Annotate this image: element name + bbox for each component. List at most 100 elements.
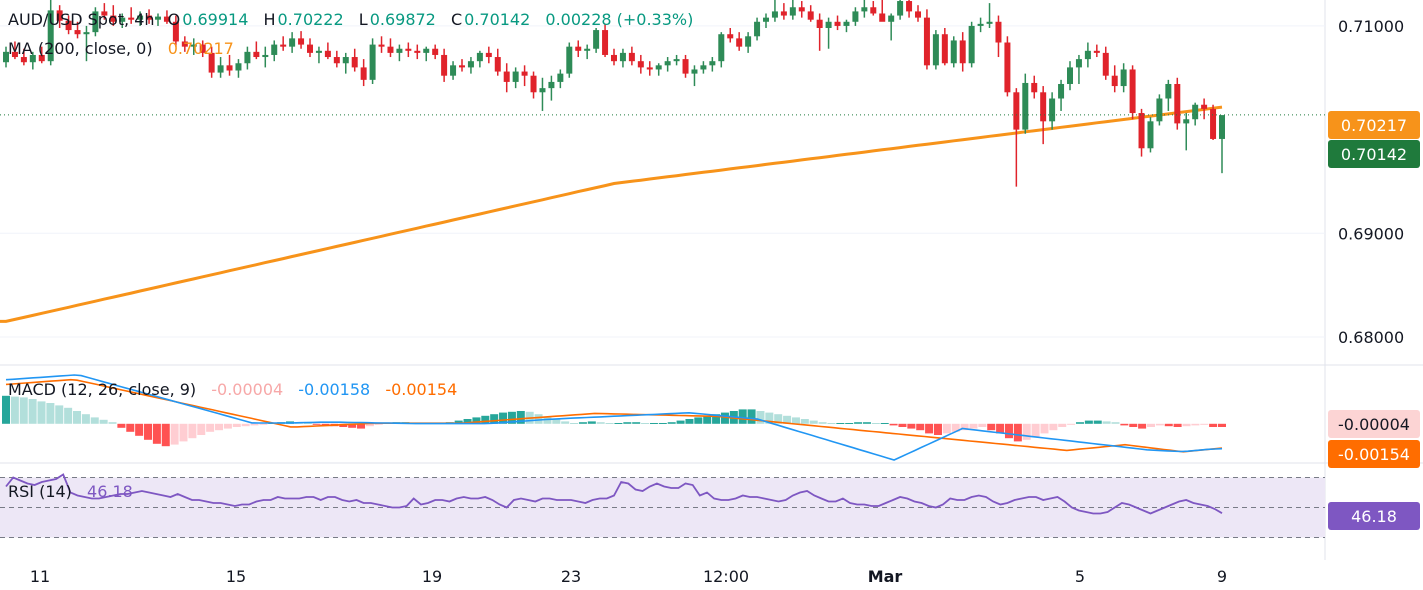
candle [101, 3, 108, 20]
candle [190, 38, 197, 55]
macd-hist-bar [135, 423, 144, 436]
macd-hist-bar [516, 410, 525, 424]
candle [1004, 36, 1011, 97]
candle-body [1040, 92, 1047, 122]
candle-body [432, 48, 439, 55]
candle [181, 36, 188, 52]
ma-legend-value: 0.70217 [167, 39, 234, 58]
candle [47, 0, 54, 66]
candle [566, 42, 573, 78]
macd-hist-bar [1138, 423, 1147, 429]
macd-hist-bar [1173, 423, 1182, 427]
macd-hist-bar [259, 423, 268, 425]
candle-body [307, 44, 313, 53]
macd-hist-bar [55, 405, 64, 424]
candle-body [155, 16, 161, 20]
macd-hist-bar [578, 422, 587, 424]
candle [476, 50, 483, 68]
candle-body [405, 48, 412, 51]
candle-body [467, 61, 474, 68]
candle-body [181, 41, 188, 47]
candle-body [450, 65, 457, 76]
candle-body [575, 46, 582, 51]
candle-body [360, 67, 367, 80]
macd-hist-bar [1075, 422, 1084, 424]
candle [816, 13, 823, 51]
candle [351, 48, 358, 72]
candle [557, 69, 564, 89]
macd-hist-bar [1200, 423, 1209, 425]
candle [3, 46, 9, 68]
rsi-legend: RSI (14) 46.18 [8, 482, 135, 501]
candle-body [780, 11, 787, 16]
macd-hist-bar [827, 422, 836, 424]
candle [879, 0, 886, 22]
candle [950, 36, 957, 68]
macd-hist-bar [90, 417, 99, 424]
close-price-tag: 0.70142 [1328, 140, 1420, 168]
candle [539, 77, 546, 111]
x-tick-label: 15 [226, 567, 246, 586]
candle [155, 13, 161, 26]
candle-body [861, 7, 868, 12]
macd-hist-bar [933, 423, 942, 435]
candle [432, 44, 439, 60]
candle [628, 46, 635, 66]
candle-body [986, 21, 993, 24]
rsi-legend-label: RSI (14) [8, 482, 72, 501]
candle [369, 38, 376, 84]
candle [655, 63, 662, 76]
candle [1049, 92, 1056, 130]
candle-body [834, 21, 841, 26]
candle-body [119, 17, 126, 22]
candle [450, 61, 457, 80]
macd-hist-bar [10, 396, 19, 424]
candle-body [333, 57, 340, 64]
macd-hist-bar [809, 420, 818, 424]
candle [56, 5, 63, 28]
candle-body [1192, 104, 1199, 120]
candle [467, 57, 474, 74]
macd-hist-bar [19, 397, 28, 424]
candle [74, 21, 81, 39]
candle [1138, 108, 1145, 157]
candle [360, 59, 367, 87]
macd-legend-signal: -0.00154 [385, 380, 458, 399]
candle [29, 51, 36, 70]
macd-signal-line [5, 378, 1223, 453]
macd-hist-bar [1084, 420, 1093, 424]
macd-hist-bar [348, 423, 357, 428]
candle [745, 32, 752, 53]
candle-body [995, 21, 1002, 43]
candle-body [315, 50, 322, 53]
candle [798, 1, 805, 18]
candle-body [771, 11, 778, 18]
macd-hist-bar [1182, 423, 1191, 427]
candle [575, 40, 582, 58]
macd-hist-bar [499, 412, 508, 424]
macd-hist-bar [223, 423, 232, 429]
candle-body [494, 57, 501, 72]
candle-body [217, 65, 224, 73]
candle [1210, 104, 1217, 140]
macd-hist-bar [215, 423, 224, 431]
candle-body [199, 44, 206, 53]
macd-hist-bar [472, 417, 481, 424]
candle [1111, 65, 1118, 93]
candle-body [369, 44, 376, 80]
candle-body [1156, 98, 1163, 122]
macd-hist-bar [871, 422, 880, 424]
candle-body [1201, 104, 1208, 109]
macd-hist-bar [481, 415, 490, 424]
candle-body [727, 34, 734, 39]
candle-body [3, 51, 9, 63]
candle-body [1219, 115, 1225, 139]
candle-body [852, 11, 859, 22]
macd-hist-bar [1111, 422, 1120, 424]
candle [906, 0, 913, 18]
candle-body [548, 81, 555, 89]
candle-body [190, 44, 197, 47]
candle [923, 9, 930, 70]
candle-body [503, 71, 510, 82]
